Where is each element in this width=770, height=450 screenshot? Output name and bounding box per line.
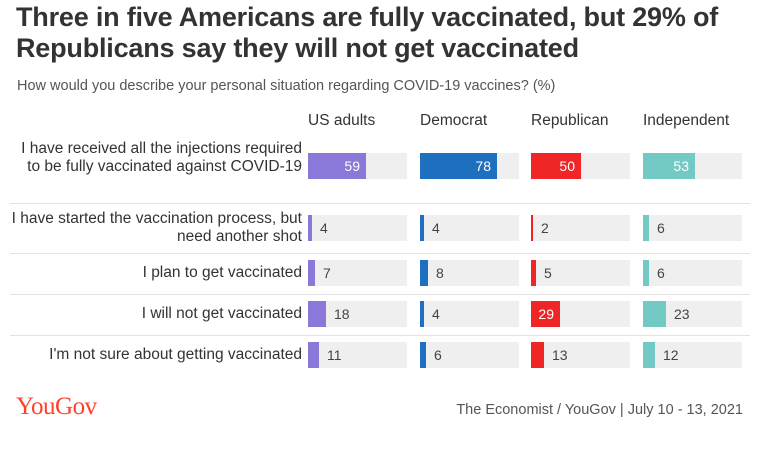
- row-divider: [10, 203, 750, 204]
- bar-track: [531, 215, 630, 241]
- bar: [420, 301, 424, 327]
- bar-track: [643, 215, 742, 241]
- bar-track: [308, 260, 407, 286]
- data-label: 7: [323, 265, 331, 281]
- category-label: I will not get vaccinated: [141, 305, 302, 322]
- bar-track: [643, 260, 742, 286]
- series-header-2: Republican: [531, 112, 609, 129]
- bar: [531, 215, 533, 241]
- bar: [308, 215, 312, 241]
- data-label: 4: [320, 220, 328, 236]
- data-label: 5: [544, 265, 552, 281]
- data-label: 6: [434, 347, 442, 363]
- bar: [531, 342, 544, 368]
- bar: [420, 215, 424, 241]
- category-label: I have received all the injections requi…: [21, 140, 302, 175]
- bar-track: [643, 301, 742, 327]
- data-label: 12: [663, 347, 679, 363]
- row-divider: [10, 253, 750, 254]
- bar: [643, 301, 666, 327]
- bar-track: [531, 342, 630, 368]
- bar: [643, 260, 649, 286]
- bar-track: [420, 153, 519, 179]
- row-divider: [10, 335, 750, 336]
- bar-track: [531, 153, 630, 179]
- bar-track: [308, 153, 407, 179]
- series-header-3: Independent: [643, 112, 730, 129]
- source-note: The Economist / YouGov | July 10 - 13, 2…: [456, 402, 743, 418]
- data-label: 2: [541, 220, 549, 236]
- bar-track: [420, 215, 519, 241]
- bar-track: [531, 260, 630, 286]
- bar: [308, 301, 326, 327]
- data-label: 23: [674, 306, 690, 322]
- data-label: 4: [432, 306, 440, 322]
- bar-track: [308, 301, 407, 327]
- data-label: 8: [436, 265, 444, 281]
- data-label: 4: [432, 220, 440, 236]
- bar: [643, 215, 649, 241]
- bar: [420, 260, 428, 286]
- bar-track: [308, 215, 407, 241]
- bar: [531, 260, 536, 286]
- chart-title: Three in five Americans are fully vaccin…: [16, 2, 719, 63]
- bar: [420, 342, 426, 368]
- bar: [643, 153, 695, 179]
- data-label: 11: [327, 347, 342, 363]
- bar: [308, 260, 315, 286]
- data-label: 78: [475, 158, 491, 174]
- data-label: 13: [552, 347, 568, 363]
- bar: [531, 153, 581, 179]
- bar: [308, 342, 319, 368]
- bar: [643, 342, 655, 368]
- bar-track: [643, 342, 742, 368]
- bar-track: [308, 342, 407, 368]
- yougov-logo: YouGov: [16, 393, 97, 420]
- data-label: 29: [538, 306, 554, 322]
- row-divider: [10, 294, 750, 295]
- data-label: 6: [657, 265, 665, 281]
- data-label: 18: [334, 306, 350, 322]
- bar-track: [420, 301, 519, 327]
- bar-track: [531, 301, 630, 327]
- series-header-0: US adults: [308, 112, 376, 129]
- data-label: 53: [673, 158, 689, 174]
- category-label: I'm not sure about getting vaccinated: [49, 346, 302, 363]
- data-label: 6: [657, 220, 665, 236]
- chart-subtitle: How would you describe your personal sit…: [17, 78, 556, 94]
- bar: [308, 153, 366, 179]
- bar-track: [420, 260, 519, 286]
- series-header-1: Democrat: [420, 112, 488, 129]
- category-label: I plan to get vaccinated: [142, 264, 302, 281]
- bar-track: [420, 342, 519, 368]
- data-label: 50: [559, 158, 575, 174]
- category-label: I have started the vaccination process, …: [11, 210, 302, 245]
- bar: [531, 301, 560, 327]
- bar-track: [643, 153, 742, 179]
- data-label: 59: [344, 158, 360, 174]
- bar: [420, 153, 497, 179]
